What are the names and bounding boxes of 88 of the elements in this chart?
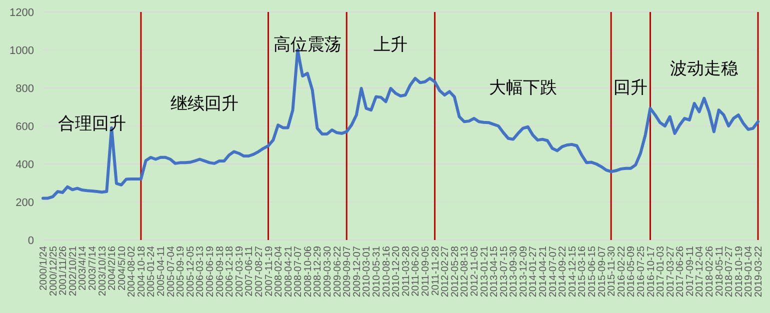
x-tick-label: 2006-12-18	[224, 246, 236, 298]
x-tick-label: 2013-07-15	[498, 246, 510, 298]
x-tick-label: 2009-06-22	[332, 246, 344, 298]
x-tick-label: 2003/7/14	[87, 246, 98, 290]
x-tick-label: 2011-06-20	[410, 246, 422, 296]
x-tick-label: 2004/5/10	[116, 246, 128, 290]
x-tick-label: 2017-09-11	[684, 246, 696, 296]
x-tick-label: 2015-09-07	[596, 246, 608, 298]
x-tick-label: 2012-05-28	[450, 246, 461, 298]
y-tick-label: 1000	[10, 45, 34, 57]
x-tick-label: 2008-04-21	[283, 246, 294, 298]
annotation: 大幅下跌	[488, 78, 557, 97]
x-tick-label: 2018-05-11	[714, 246, 726, 296]
x-tick-label: 2014-12-15	[567, 246, 578, 298]
x-tick-label: 2018-07-27	[724, 246, 736, 298]
x-tick-label: 2017-12-04	[694, 246, 706, 298]
x-tick-label: 2016-02-22	[616, 246, 628, 298]
x-tick-label: 2010-03-01	[362, 246, 373, 298]
x-tick-label: 2016-07-25	[636, 246, 647, 298]
x-tick-label: 2013-09-30	[508, 246, 520, 298]
x-tick-label: 2011-11-28	[430, 246, 442, 296]
x-tick-label: 2003/10/13	[97, 246, 108, 296]
annotation: 继续回升	[170, 94, 239, 113]
x-tick-label: 2004/2/16	[107, 246, 118, 290]
x-tick-label: 2008-02-04	[274, 246, 285, 298]
annotation: 波动走稳	[670, 59, 738, 78]
x-tick-label: 2006-03-13	[195, 246, 206, 298]
x-tick-label: 2009-12-07	[352, 246, 363, 298]
y-tick-label: 800	[16, 83, 34, 95]
x-tick-label: 2005-01-24	[146, 246, 158, 298]
x-tick-label: 2007-11-19	[264, 246, 275, 296]
x-tick-label: 2018-10-19	[734, 246, 745, 298]
x-tick-label: 2006-09-18	[214, 246, 226, 298]
x-tick-label: 2011-03-28	[400, 246, 412, 296]
x-tick-label: 2013-01-21	[479, 246, 490, 298]
x-tick-label: 2015-11-30	[606, 246, 618, 296]
x-tick-label: 2014-07-07	[548, 246, 559, 298]
x-tick-label: 2006-06-19	[205, 246, 216, 298]
x-tick-label: 2009-09-07	[342, 246, 354, 298]
x-tick-label: 2004-10-18	[136, 246, 148, 298]
x-tick-label: 2019-03-22	[754, 246, 764, 298]
x-tick-label: 2009-03-30	[322, 246, 334, 298]
x-tick-label: 2010-08-16	[381, 246, 392, 298]
x-tick-label: 2001/11/26	[58, 246, 70, 296]
x-tick-label: 2004-08-02	[126, 246, 138, 298]
x-tick-label: 2019-01-04	[744, 246, 755, 298]
annotation: 合理回升	[58, 114, 126, 133]
x-tick-label: 2008-12-29	[312, 246, 324, 298]
x-tick-label: 2005-09-19	[176, 246, 187, 298]
x-tick-label: 2005-07-04	[166, 246, 177, 298]
x-tick-label: 2018-02-26	[704, 246, 716, 298]
x-tick-label: 2007-03-19	[234, 246, 246, 298]
x-tick-label: 2012-08-13	[460, 246, 471, 298]
y-tick-label: 400	[16, 159, 34, 171]
x-tick-label: 2013-12-09	[518, 246, 530, 298]
x-tick-label: 2010-12-20	[391, 246, 402, 298]
x-tick-label: 2015-06-15	[586, 246, 598, 298]
x-tick-label: 2016-05-09	[626, 246, 638, 298]
x-tick-label: 2012-11-05	[469, 246, 480, 296]
y-tick-label: 200	[16, 197, 34, 209]
y-tick-label: 600	[16, 121, 34, 133]
y-tick-label: 0	[28, 235, 34, 247]
x-tick-label: 2003/4/14	[78, 246, 89, 290]
y-tick-label: 1200	[10, 7, 34, 19]
x-tick-label: 2016-10-17	[646, 246, 657, 298]
x-tick-label: 2000/1/24	[38, 246, 50, 290]
annotation: 回升	[614, 78, 648, 97]
x-tick-label: 2000/12/25	[48, 246, 60, 296]
annotation: 上升	[374, 35, 408, 54]
x-tick-label: 2012-02-27	[440, 246, 452, 298]
x-tick-label: 2015-03-16	[577, 246, 588, 298]
x-tick-label: 2017-03-27	[665, 246, 676, 298]
x-tick-label: 2014-09-22	[558, 246, 569, 298]
x-tick-label: 2014-04-21	[538, 246, 550, 298]
x-tick-label: 2007-08-27	[254, 246, 265, 298]
x-tick-label: 2008-10-06	[302, 246, 314, 298]
annotation: 高位震荡	[273, 35, 342, 54]
x-tick-label: 2010-05-31	[372, 246, 383, 298]
x-tick-label: 2002/10/21	[68, 246, 79, 296]
x-tick-label: 2017-06-26	[675, 246, 686, 298]
x-tick-label: 2013-04-15	[489, 246, 500, 298]
x-tick-label: 2011-09-05	[420, 246, 432, 296]
x-tick-label: 2005-04-11	[156, 246, 168, 296]
x-tick-label: 2007-06-11	[244, 246, 256, 296]
x-tick-label: 2017-01-03	[656, 246, 667, 298]
x-tick-label: 2014-01-27	[528, 246, 540, 298]
x-tick-label: 2005-12-05	[185, 246, 196, 298]
x-tick-label: 2008-07-07	[293, 246, 304, 298]
